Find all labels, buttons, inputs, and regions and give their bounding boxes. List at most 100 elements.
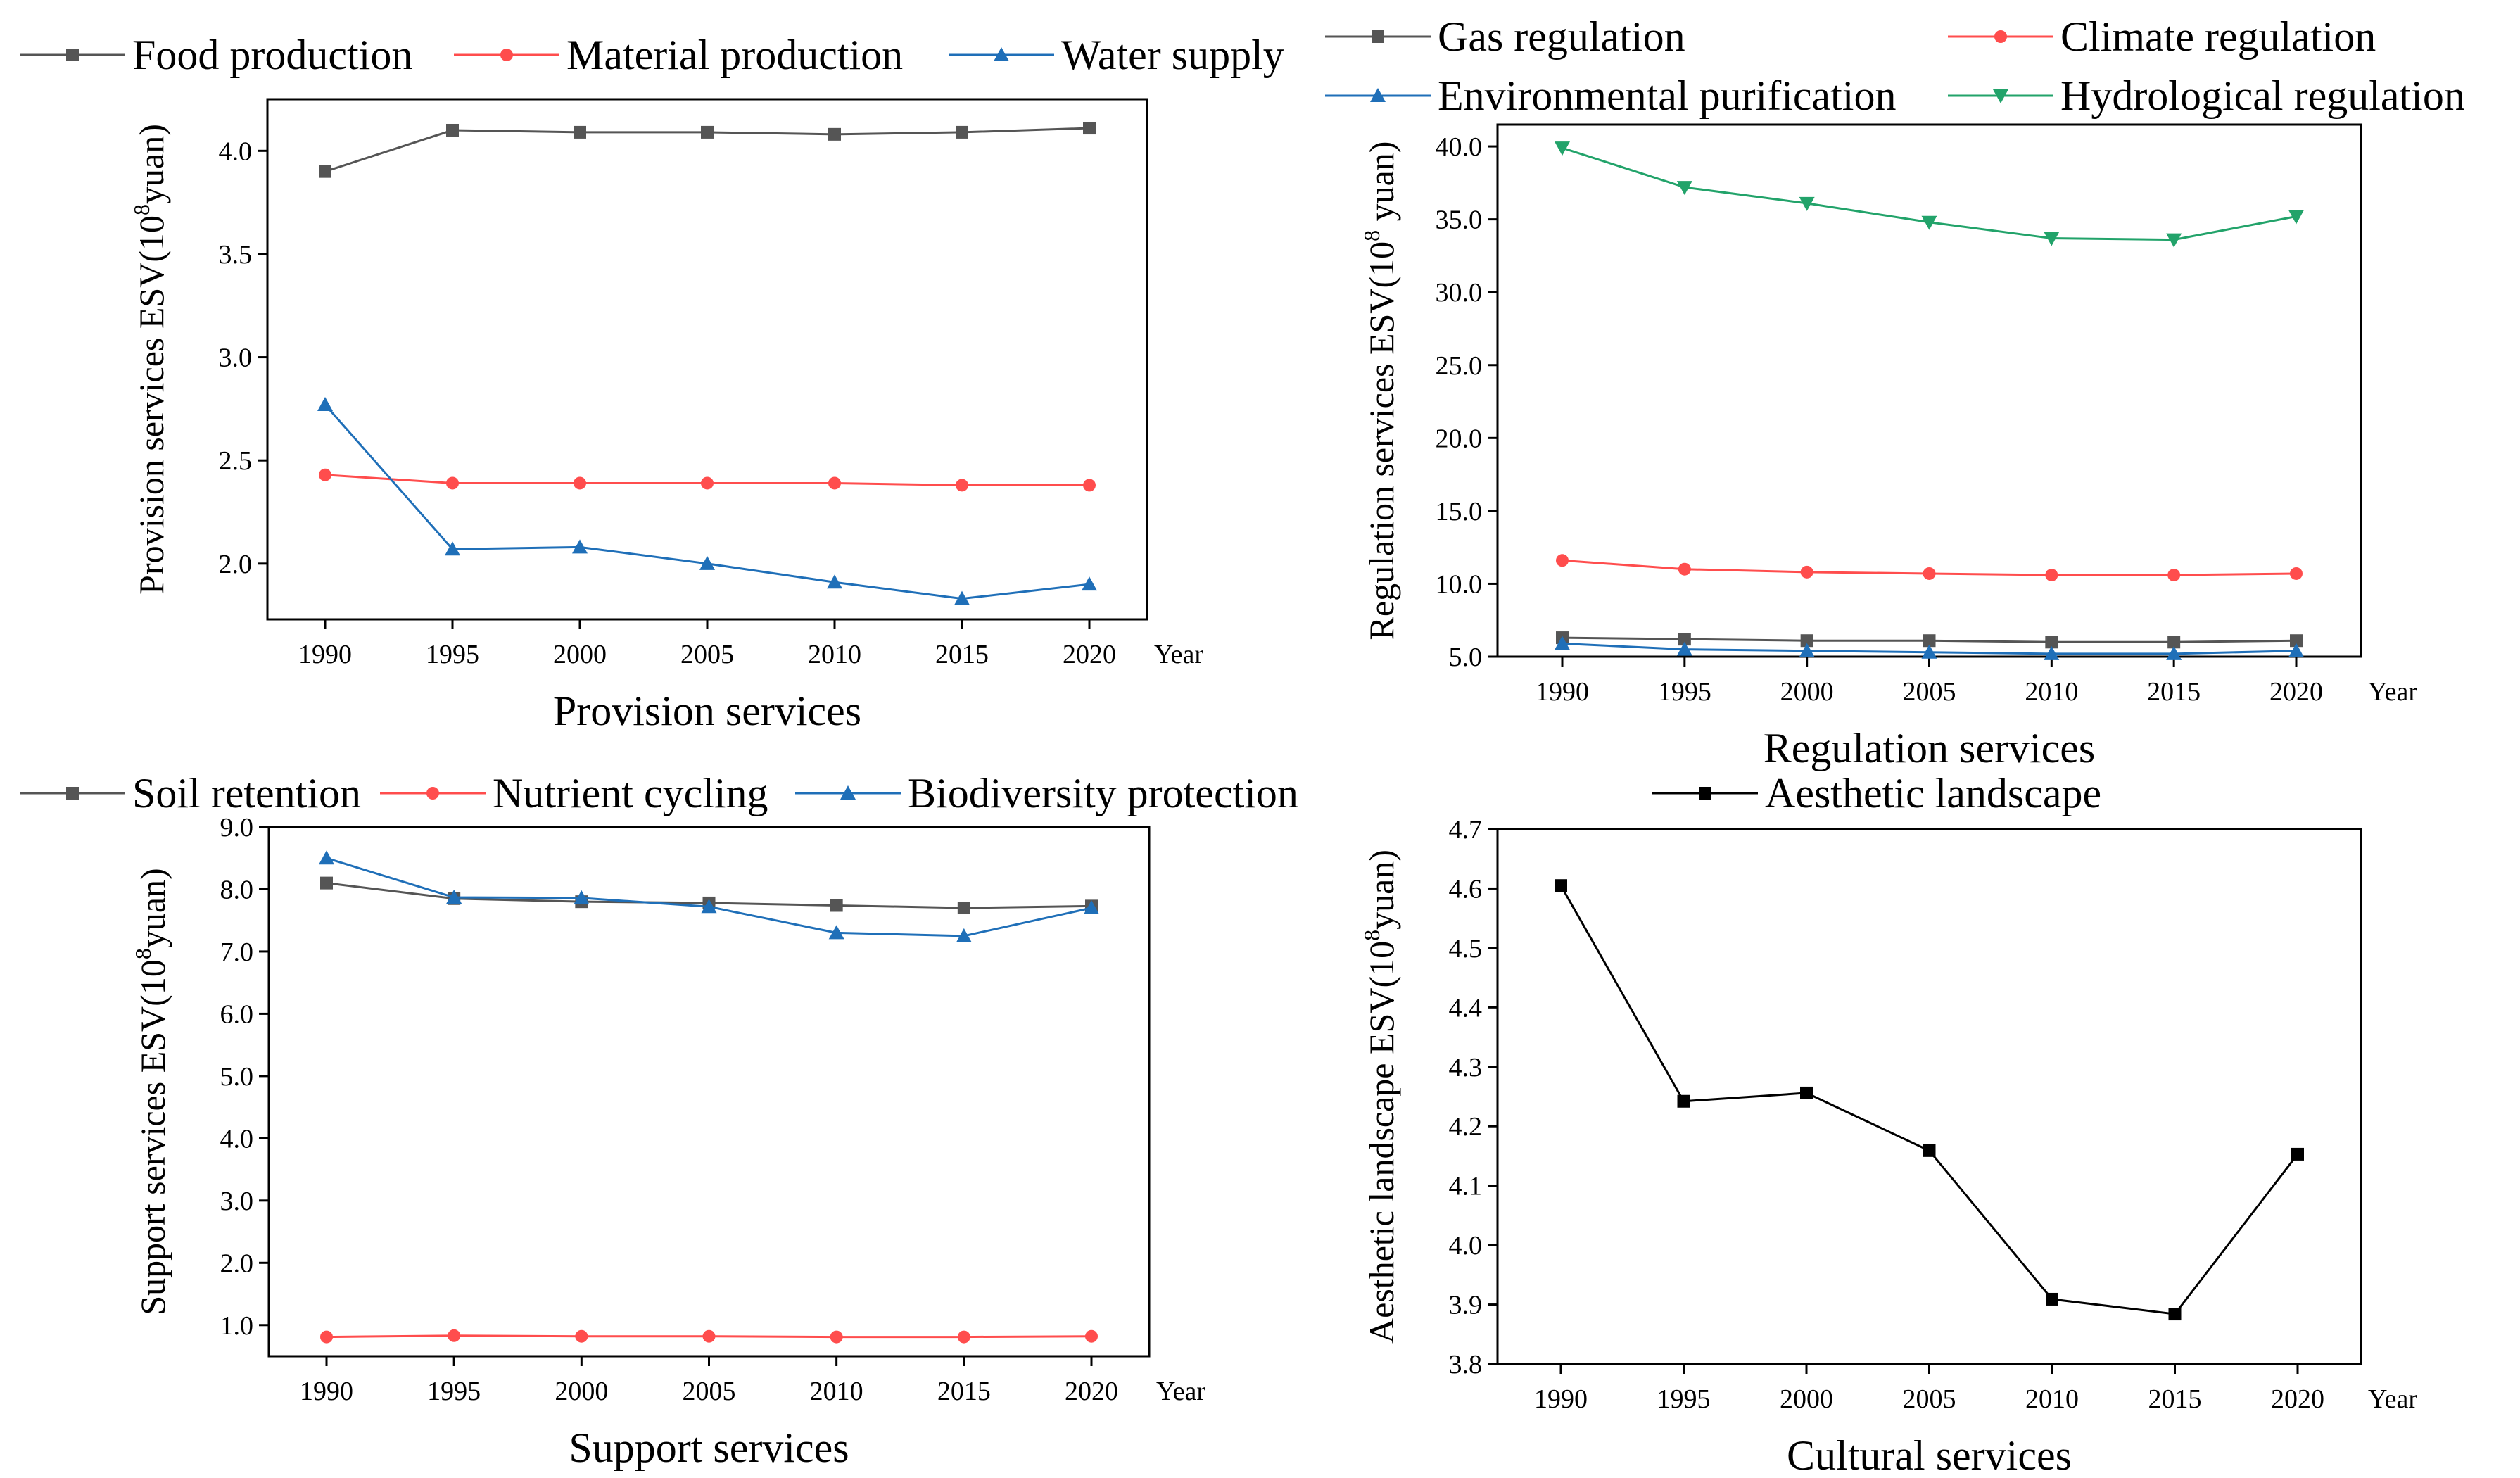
- provision-series-1: [319, 468, 1096, 492]
- support-legend-label: Biodiversity protection: [908, 770, 1298, 816]
- provision-x-tick-label: 2005: [680, 640, 734, 669]
- regulation-data-point: [2167, 636, 2181, 649]
- regulation-x-axis-title: Regulation services: [1764, 725, 2096, 771]
- regulation-data-point: [2045, 569, 2058, 582]
- provision-data-point: [701, 476, 714, 490]
- regulation-legend-marker: [1994, 30, 2007, 43]
- regulation-x-tick-label: 2015: [2147, 677, 2201, 707]
- support-data-point: [957, 902, 970, 915]
- support-data-point: [1084, 900, 1099, 915]
- regulation-data-point: [2288, 210, 2304, 225]
- cultural-series-0: [1555, 879, 2304, 1321]
- regulation-x-tick-label: 1995: [1658, 677, 1711, 707]
- cultural-x-tick-label: 2020: [2271, 1384, 2324, 1414]
- regulation-data-point: [2045, 636, 2058, 649]
- cultural-x-tick-label: 2000: [1780, 1384, 1833, 1414]
- regulation-y-tick-label: 35.0: [1436, 206, 1483, 235]
- provision-legend-marker: [66, 49, 79, 61]
- support-data-point: [957, 1330, 970, 1344]
- regulation-data-point: [1676, 181, 1692, 196]
- support-y-tick-label: 9.0: [220, 813, 254, 842]
- support-data-point: [446, 889, 462, 904]
- regulation-data-point: [2044, 645, 2060, 660]
- regulation-y-tick-label: 40.0: [1436, 132, 1483, 162]
- regulation-data-point: [1800, 634, 1813, 648]
- cultural-plot-frame: [1496, 828, 2362, 1365]
- support-data-point: [956, 928, 972, 942]
- cultural-x-axis-unit: Year: [2368, 1384, 2417, 1414]
- support-x-axis-unit: Year: [1156, 1377, 1205, 1406]
- support-data-point: [320, 1330, 333, 1344]
- regulation-data-point: [1676, 641, 1692, 656]
- provision-data-point: [954, 590, 970, 605]
- support-data-point: [574, 890, 590, 904]
- cultural-y-tick-label: 4.6: [1449, 874, 1483, 904]
- cultural-legend-entry: Aesthetic landscape: [1652, 770, 2101, 816]
- regulation-y-tick-label: 30.0: [1436, 278, 1483, 308]
- regulation-y-tick-label: 20.0: [1436, 424, 1483, 453]
- regulation-x-tick-label: 2005: [1903, 677, 1956, 707]
- support-data-point: [575, 1329, 588, 1343]
- cultural-legend-label: Aesthetic landscape: [1765, 770, 2101, 816]
- provision-data-point: [574, 476, 586, 490]
- regulation-legend-marker: [1372, 30, 1384, 43]
- provision-data-point: [446, 123, 459, 137]
- support-x-tick-label: 1995: [427, 1377, 481, 1406]
- regulation-data-point: [2166, 645, 2182, 660]
- provision-data-point: [1082, 576, 1097, 591]
- provision-data-point: [699, 555, 715, 570]
- regulation-data-point: [2167, 569, 2181, 582]
- provision-y-tick-label: 3.5: [219, 240, 253, 270]
- regulation-legend-entry: Hydrological regulation: [1948, 72, 2465, 119]
- cultural-data-point: [2291, 1147, 2304, 1161]
- cultural-data-point: [1555, 879, 1567, 892]
- support-data-point: [828, 925, 844, 940]
- support-legend-marker: [66, 787, 79, 800]
- support-data-point: [1085, 1329, 1098, 1343]
- provision-data-point: [1083, 122, 1096, 135]
- regulation-legend-label: Hydrological regulation: [2060, 72, 2465, 119]
- support-legend-marker: [840, 785, 856, 800]
- support-x-tick-label: 2015: [937, 1377, 991, 1406]
- provision-x-tick-label: 2010: [808, 640, 861, 669]
- provision-y-tick-label: 4.0: [219, 137, 253, 166]
- support-legend-label: Soil retention: [132, 770, 361, 816]
- regulation-legend-entry: Climate regulation: [1948, 13, 2376, 60]
- cultural-y-tick-label: 4.0: [1449, 1231, 1483, 1261]
- regulation-data-point: [1923, 567, 1936, 580]
- cultural-y-tick-label: 4.5: [1449, 934, 1483, 964]
- provision-data-point: [317, 397, 333, 412]
- support-y-tick-label: 7.0: [220, 937, 254, 967]
- provision-y-tick-label: 2.5: [219, 446, 253, 476]
- cultural-x-tick-label: 2005: [1903, 1384, 1956, 1414]
- regulation-legend-label: Gas regulation: [1438, 13, 1685, 60]
- regulation-legend-entry: Gas regulation: [1325, 13, 1685, 60]
- support-services-chart: 1.0 2.0 3.0 4.0 5.0 6.0 7.0 8.0 9.0 1990 1995 2000 2…: [20, 770, 1298, 1471]
- support-legend-label: Nutrient cycling: [493, 770, 768, 816]
- regulation-x-axis-unit: Year: [2368, 677, 2417, 707]
- cultural-legend-marker: [1699, 787, 1711, 800]
- provision-legend-entry: Material production: [454, 32, 903, 78]
- provision-y-tick-label: 2.0: [219, 550, 253, 579]
- cultural-x-tick-label: 1990: [1534, 1384, 1588, 1414]
- provision-legend-entry: Water supply: [949, 32, 1284, 78]
- regulation-data-point: [1921, 215, 1937, 230]
- provision-data-point: [956, 125, 968, 139]
- provision-data-point: [319, 165, 331, 178]
- support-data-point: [448, 1329, 461, 1342]
- cultural-y-tick-label: 4.4: [1449, 993, 1483, 1023]
- regulation-y-axis-title: Regulation services ESV(108 yuan): [1359, 141, 1401, 640]
- regulation-data-point: [1555, 636, 1570, 650]
- support-x-tick-label: 2010: [810, 1377, 863, 1406]
- support-y-tick-label: 1.0: [220, 1311, 254, 1341]
- provision-data-point: [828, 476, 841, 490]
- provision-series-0: [319, 122, 1096, 178]
- regulation-y-tick-label: 5.0: [1449, 643, 1483, 672]
- provision-data-point: [1083, 479, 1096, 492]
- provision-data-point: [319, 468, 331, 481]
- provision-legend-label: Food production: [132, 32, 412, 78]
- provision-legend-marker: [994, 47, 1009, 61]
- support-x-tick-label: 2005: [683, 1377, 736, 1406]
- regulation-data-point: [1678, 562, 1691, 576]
- provision-y-axis-title: Provision services ESV(108yuan): [129, 124, 171, 595]
